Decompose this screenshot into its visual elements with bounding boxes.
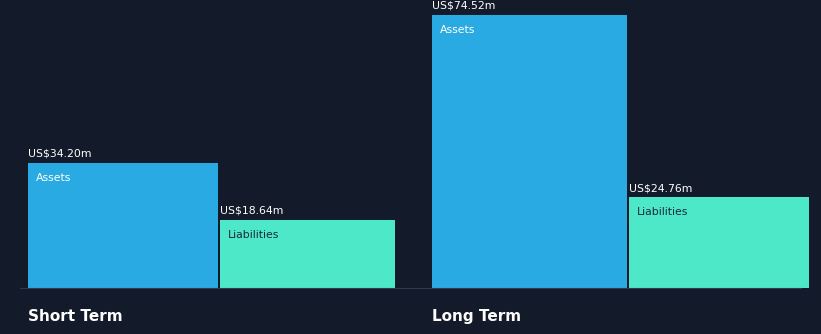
Bar: [28, 163, 218, 288]
Bar: [432, 15, 627, 288]
Text: US$24.76m: US$24.76m: [629, 183, 692, 193]
Text: Liabilities: Liabilities: [637, 207, 688, 217]
Text: Short Term: Short Term: [28, 309, 122, 324]
Bar: [629, 197, 809, 288]
Text: Assets: Assets: [440, 25, 475, 35]
Text: Liabilities: Liabilities: [228, 230, 279, 240]
Bar: [220, 220, 395, 288]
Text: Assets: Assets: [36, 173, 71, 183]
Text: Long Term: Long Term: [432, 309, 521, 324]
Text: US$74.52m: US$74.52m: [432, 1, 495, 11]
Text: US$18.64m: US$18.64m: [220, 206, 283, 216]
Text: US$34.20m: US$34.20m: [28, 149, 91, 159]
